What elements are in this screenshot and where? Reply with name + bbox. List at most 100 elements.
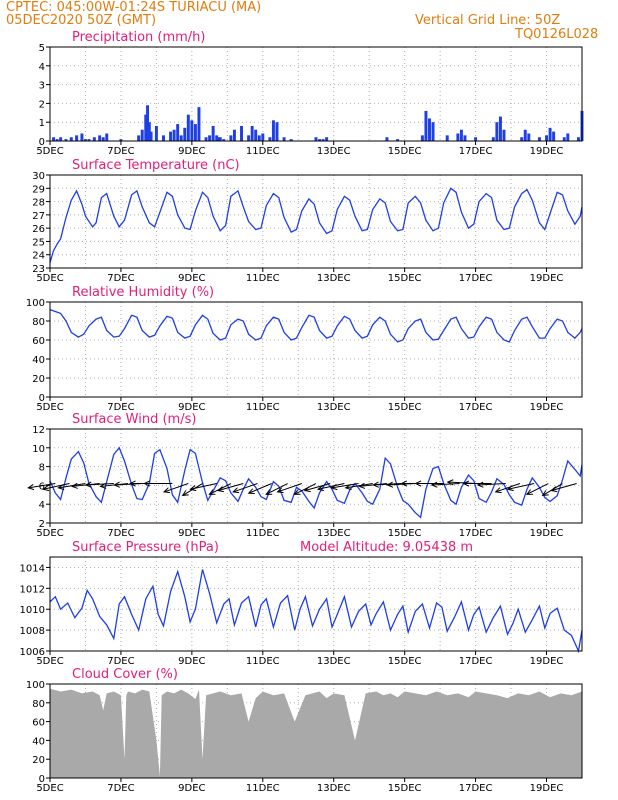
y-tick-label: 20 xyxy=(32,374,45,385)
wind-arrow-shaft xyxy=(551,483,577,492)
header-grid-note: Vertical Grid Line: 50Z xyxy=(415,13,561,28)
precip-bar xyxy=(197,107,201,141)
x-tick-label: 11DEC xyxy=(246,273,280,284)
wind-arrow-shaft xyxy=(331,483,359,489)
temperature-line xyxy=(49,187,583,263)
precip-bar xyxy=(215,135,219,141)
precip-bar xyxy=(64,139,68,141)
wind-arrow xyxy=(162,483,189,494)
panel-title: Surface Pressure (hPa) xyxy=(72,540,219,555)
wind-arrow xyxy=(525,483,549,495)
precip-bar xyxy=(176,124,180,141)
precip-bar xyxy=(456,133,460,141)
wind-arrow-head xyxy=(541,490,549,496)
x-tick-label: 15DEC xyxy=(388,273,422,284)
x-tick-label: 19DEC xyxy=(530,528,564,539)
x-tick-label: 13DEC xyxy=(317,402,351,413)
x-tick-label: 11DEC xyxy=(246,402,280,413)
y-tick-label: 80 xyxy=(32,317,45,328)
precip-bar xyxy=(282,137,286,141)
x-tick-label: 19DEC xyxy=(530,146,564,157)
x-tick-label: 7DEC xyxy=(107,402,134,413)
panel-frame xyxy=(49,428,583,524)
y-tick-label: 2 xyxy=(39,99,45,110)
wind-arrow xyxy=(42,483,70,492)
precip-bar xyxy=(69,137,73,141)
wind-arrow xyxy=(143,480,173,487)
panel-frame xyxy=(49,556,583,652)
wind-arrow xyxy=(57,483,86,491)
wind-arrow-head xyxy=(386,481,394,488)
precip-bar xyxy=(119,139,123,141)
wind-arrow xyxy=(293,483,317,495)
x-tick-label: 13DEC xyxy=(317,146,351,157)
panel-frame xyxy=(49,174,583,269)
x-tick-label: 13DEC xyxy=(317,783,351,794)
wind-arrow-shaft xyxy=(233,483,258,493)
wind-arrow-shaft xyxy=(495,483,521,493)
precip-bar xyxy=(545,135,549,141)
precip-bar xyxy=(428,118,431,141)
wind-arrow-head xyxy=(189,485,197,492)
y-tick-label: 0 xyxy=(39,137,45,148)
precip-bar xyxy=(140,129,144,141)
precip-bar xyxy=(537,137,541,141)
precip-bar xyxy=(146,105,150,141)
y-tick-label: 26 xyxy=(32,224,45,235)
x-tick-label: 13DEC xyxy=(317,273,351,284)
y-tick-label: 23 xyxy=(32,264,45,275)
precip-bar xyxy=(204,137,208,141)
precip-bar xyxy=(562,137,566,141)
x-tick-label: 7DEC xyxy=(107,783,134,794)
y-tick-label: 0 xyxy=(39,774,45,785)
x-tick-label: 17DEC xyxy=(459,402,493,413)
precip-bar xyxy=(445,135,449,141)
x-tick-label: 15DEC xyxy=(388,528,422,539)
precip-bar xyxy=(275,122,279,141)
wind-arrow xyxy=(247,483,272,494)
panel-title: Surface Temperature (nC) xyxy=(72,158,240,173)
y-tick-label: 1006 xyxy=(20,647,45,658)
precip-bar xyxy=(552,131,556,141)
precip-bar xyxy=(254,129,258,141)
y-tick-label: 1014 xyxy=(20,563,45,574)
precip-bar xyxy=(247,135,251,141)
precip-bar xyxy=(216,137,220,141)
y-tick-label: 40 xyxy=(32,736,45,747)
panel-frame xyxy=(49,46,583,142)
y-tick-label: 29 xyxy=(32,184,45,195)
x-tick-label: 5DEC xyxy=(36,656,63,667)
precip-bar xyxy=(424,110,428,141)
precip-bar xyxy=(268,137,272,141)
x-tick-label: 15DEC xyxy=(388,783,422,794)
panel-title: Surface Wind (m/s) xyxy=(72,412,196,427)
x-tick-label: 11DEC xyxy=(246,656,280,667)
wind-arrow xyxy=(386,481,416,488)
wind-arrow-head xyxy=(84,481,92,488)
wind-arrow-head xyxy=(265,489,273,495)
wind-arrow-head xyxy=(494,487,502,494)
precip-bar xyxy=(137,135,141,141)
x-tick-label: 5DEC xyxy=(36,783,63,794)
wind-arrow xyxy=(216,483,244,493)
wind-arrow-head xyxy=(57,484,65,491)
precip-bar xyxy=(222,139,226,141)
y-tick-label: 1008 xyxy=(20,626,45,637)
wind-arrow xyxy=(414,480,444,487)
precip-bar xyxy=(169,131,173,141)
y-tick-label: 6 xyxy=(39,481,45,492)
precip-bar xyxy=(385,137,389,141)
panel-wind: 2 4 6 8 10 12 5DEC 7DEC 9DEC 11DEC 13DEC 15DEC 17DEC… xyxy=(27,412,583,539)
precip-bar xyxy=(59,137,63,141)
wind-arrow-head xyxy=(414,480,422,487)
y-tick-label: 28 xyxy=(32,198,45,209)
y-tick-label: 2 xyxy=(39,519,45,530)
y-tick-label: 3 xyxy=(39,81,45,92)
x-tick-label: 9DEC xyxy=(178,528,205,539)
wind-arrow-head xyxy=(99,482,107,489)
y-tick-label: 8 xyxy=(39,463,45,474)
precip-bar xyxy=(463,135,467,141)
wind-arrow xyxy=(506,483,535,492)
wind-arrow-shaft xyxy=(163,483,189,493)
wind-arrow-shaft xyxy=(294,483,317,495)
